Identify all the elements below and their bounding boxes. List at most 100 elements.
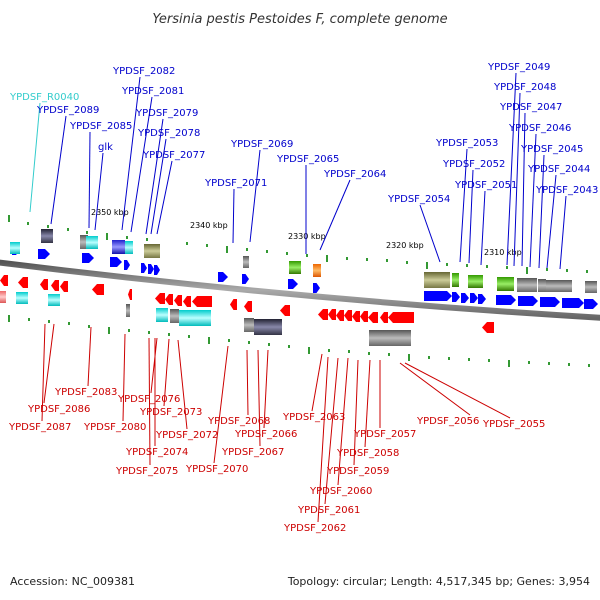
label-connector [513,92,521,267]
label-connector [311,353,323,412]
label-connector [246,349,249,416]
gene-label: YPDSF_2078 [137,128,200,139]
tick-mark [506,266,508,269]
gene-label: YPDSF_2057 [353,429,416,440]
gene-arrow-forward [218,272,228,282]
gene-arrow-reverse [92,284,104,295]
gene-label: YPDSF_2073 [139,407,202,418]
gene-arrow-forward [288,279,298,289]
feature-block [585,281,597,293]
label-connector [232,188,235,244]
gene-label: YPDSF_2048 [493,82,556,93]
tick-mark [67,228,69,231]
gene-label: YPDSF_2060 [309,486,372,497]
gene-label: YPDSF_2047 [499,102,562,113]
feature-block [546,280,572,292]
gene-arrow-reverse [174,295,182,306]
tick-mark [568,363,570,366]
tick-mark [286,252,288,255]
tick-mark [566,269,568,272]
gene-label: YPDSF_2049 [487,62,550,73]
tick-mark [508,360,510,367]
label-connector [459,148,468,263]
gene-label: YPDSF_2077 [142,150,205,161]
gene-arrow-reverse [368,312,378,323]
gene-arrow-reverse [51,280,59,291]
tick-mark [306,254,308,257]
tick-mark [126,236,128,239]
gene-arrow-reverse [40,279,48,290]
feature-block-cyan [86,236,98,249]
feature-block-cyan [48,294,60,306]
tick-mark [8,215,10,222]
gene-label: YPDSF_2087 [8,422,71,433]
gene-label: YPDSF_2065 [276,154,339,165]
rna-feature [10,242,20,254]
tick-mark [468,358,470,361]
feature-block-cyan [179,310,211,326]
scale-tick-label: 2340 kbp [190,221,228,230]
tick-mark [428,356,430,359]
tick-mark [128,329,130,332]
label-connector [546,174,557,269]
gene-arrow-forward [540,297,560,307]
gene-label: YPDSF_2064 [323,169,386,180]
gene-arrow-reverse [344,310,352,321]
feature-block-cyan [16,292,28,304]
label-connector [468,169,474,264]
gene-arrow-reverse [318,309,328,320]
gene-arrow-reverse [183,296,191,307]
gene-label: YPDSF_2053 [435,138,498,149]
label-connector [353,359,359,466]
gene-arrow-forward [518,296,538,306]
tick-mark [268,343,270,346]
gene-arrow-forward [562,298,584,308]
accession-label: Accession: NC_009381 [10,575,135,588]
gene-arrow-forward [82,253,94,263]
gene-arrow-reverse [360,311,368,322]
gene-arrow-reverse [0,275,8,286]
gene-arrow-forward [584,299,598,309]
gene-arrow-reverse [328,309,336,320]
gene-label: YPDSF_2051 [454,180,517,191]
gene-label: YPDSF_2081 [121,86,184,97]
tick-mark [8,315,10,322]
label-connector [506,72,517,266]
tick-mark [386,259,388,262]
gene-label: YPDSF_2083 [54,387,117,398]
tick-mark [326,255,328,262]
gene-label: YPDSF_2068 [207,416,270,427]
label-connector [150,138,167,235]
tick-mark [346,257,348,260]
tick-mark [546,268,548,271]
gene-arrow-forward [452,292,460,302]
gene-label: YPDSF_2070 [185,464,248,475]
gene-label: YPDSF_R0040 [9,92,79,103]
tick-mark [186,242,188,245]
tick-mark [348,350,350,353]
feature-block [144,244,160,258]
feature-block [369,330,411,346]
label-connector [177,339,188,430]
scale-tick-label: 2320 kbp [386,241,424,250]
gene-label: YPDSF_2079 [135,108,198,119]
tick-mark [586,270,588,273]
gene-arrow-forward [470,293,478,303]
gene-arrow-reverse [60,281,68,292]
tick-mark [86,231,88,234]
label-connector [337,357,349,486]
tick-mark [426,262,428,269]
gene-label: YPDSF_2075 [115,466,178,477]
feature-block [244,318,254,332]
gene-arrow-reverse [18,277,28,288]
label-connector [41,323,46,422]
gene-label: YPDSF_2066 [234,429,297,440]
gene-label: YPDSF_2089 [36,105,99,116]
feature-block [538,279,546,292]
label-connector [163,338,170,407]
label-connector [87,326,92,387]
gene-label: YPDSF_2059 [326,466,389,477]
gene-arrow-reverse [230,299,237,310]
scale-ticks: 2350 kbp 2340 kbp 2330 kbp 2320 kbp 2310 kbp [8,208,590,367]
